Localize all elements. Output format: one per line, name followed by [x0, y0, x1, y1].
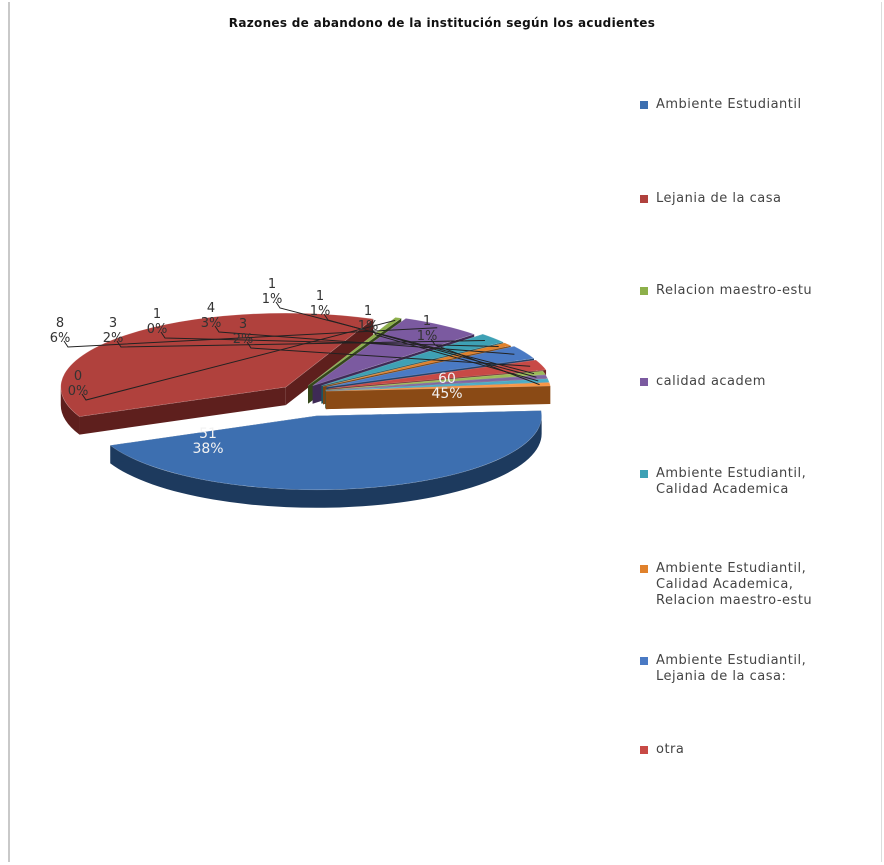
- pie-slice: [325, 378, 550, 392]
- legend-item: Relacion maestro-estu: [640, 283, 856, 299]
- data-label-value: 1: [153, 307, 161, 322]
- legend-label: Ambiente Estudiantil, Calidad Academica: [656, 466, 807, 497]
- data-label-percent: 0%: [147, 322, 168, 337]
- data-label-value: 51: [199, 426, 217, 442]
- legend-label: Ambiente Estudiantil, Lejania de la casa…: [656, 653, 807, 684]
- data-label-value: 1: [423, 314, 431, 329]
- data-label-percent: 45%: [431, 386, 462, 402]
- pie-slice: [325, 374, 549, 391]
- data-label-value: 1: [316, 289, 324, 304]
- pie-leader-lines: [63, 301, 540, 401]
- pie-top-layer: [60, 312, 551, 491]
- data-label-value: 1: [268, 277, 276, 292]
- legend-label: Relacion maestro-estu: [656, 283, 813, 298]
- legend-item: Ambiente Estudiantil, Calidad Academica,…: [640, 561, 856, 609]
- legend-item: Ambiente Estudiantil, Calidad Academica: [640, 466, 856, 498]
- legend-swatch: [640, 746, 648, 754]
- legend-label: otra: [656, 742, 685, 757]
- leader-line: [246, 341, 531, 367]
- pie-slice: [109, 410, 542, 491]
- legend-swatch: [640, 657, 648, 665]
- data-label-percent: 1%: [262, 292, 283, 307]
- data-label-value: 3: [239, 317, 247, 332]
- pie-slice: [328, 359, 547, 389]
- data-label-value: 4: [207, 301, 215, 316]
- data-label-percent: 1%: [310, 304, 331, 319]
- data-label-percent: 2%: [233, 332, 254, 347]
- data-label-percent: 3%: [201, 316, 222, 331]
- leader-line: [323, 313, 537, 378]
- data-label-value: 8: [56, 316, 64, 331]
- leader-line: [81, 319, 396, 401]
- legend-swatch: [640, 565, 648, 573]
- leader-line: [371, 328, 539, 382]
- legend-swatch: [640, 470, 648, 478]
- leader-line: [275, 301, 535, 375]
- data-label-value: 0: [74, 369, 82, 384]
- data-label-percent: 2%: [103, 331, 124, 346]
- leader-line: [63, 327, 438, 348]
- pie-slice-side: [60, 387, 80, 435]
- pie-slice: [322, 342, 512, 387]
- data-label-value: 3: [109, 316, 117, 331]
- data-label-value: 1: [364, 304, 372, 319]
- legend-swatch: [640, 378, 648, 386]
- legend-swatch: [640, 287, 648, 295]
- pie-slice: [312, 318, 476, 386]
- legend-swatch: [640, 195, 648, 203]
- legend-label: Ambiente Estudiantil: [656, 97, 802, 112]
- pie-slice-wall: [285, 318, 374, 406]
- pie-slice: [325, 382, 551, 392]
- pie-slice-wall: [325, 385, 551, 410]
- pie-slice: [326, 345, 535, 388]
- legend-label: Ambiente Estudiantil, Calidad Academica,…: [656, 561, 813, 608]
- pie-slice-side: [110, 415, 542, 508]
- legend-item: otra: [640, 742, 856, 758]
- legend: Ambiente Estudiantil Lejania de la casa Re…: [640, 0, 880, 865]
- legend-item: Ambiente Estudiantil, Lejania de la casa…: [640, 653, 856, 685]
- pie-slice: [321, 333, 505, 386]
- pie-slice-wall: [79, 387, 286, 435]
- legend-label: Lejania de la casa: [656, 191, 782, 206]
- leader-line: [430, 338, 540, 386]
- data-label-percent: 6%: [50, 331, 71, 346]
- legend-item: calidad academ: [640, 374, 856, 390]
- pie-slice: [60, 312, 375, 417]
- pie-slice: [325, 370, 546, 391]
- legend-item: Ambiente Estudiantil: [640, 97, 856, 113]
- pie-slice: [307, 317, 403, 386]
- leader-line: [160, 331, 499, 347]
- data-label-percent: 0%: [68, 384, 89, 399]
- data-label-percent: 38%: [192, 441, 223, 457]
- data-label-value: 60: [438, 371, 456, 387]
- chart-title: Razones de abandono de la institución se…: [228, 16, 656, 30]
- legend-item: Lejania de la casa: [640, 191, 856, 207]
- data-label-percent: 1%: [417, 329, 438, 344]
- data-label-percent: 1%: [358, 319, 379, 334]
- legend-swatch: [640, 101, 648, 109]
- legend-label: calidad academ: [656, 374, 766, 389]
